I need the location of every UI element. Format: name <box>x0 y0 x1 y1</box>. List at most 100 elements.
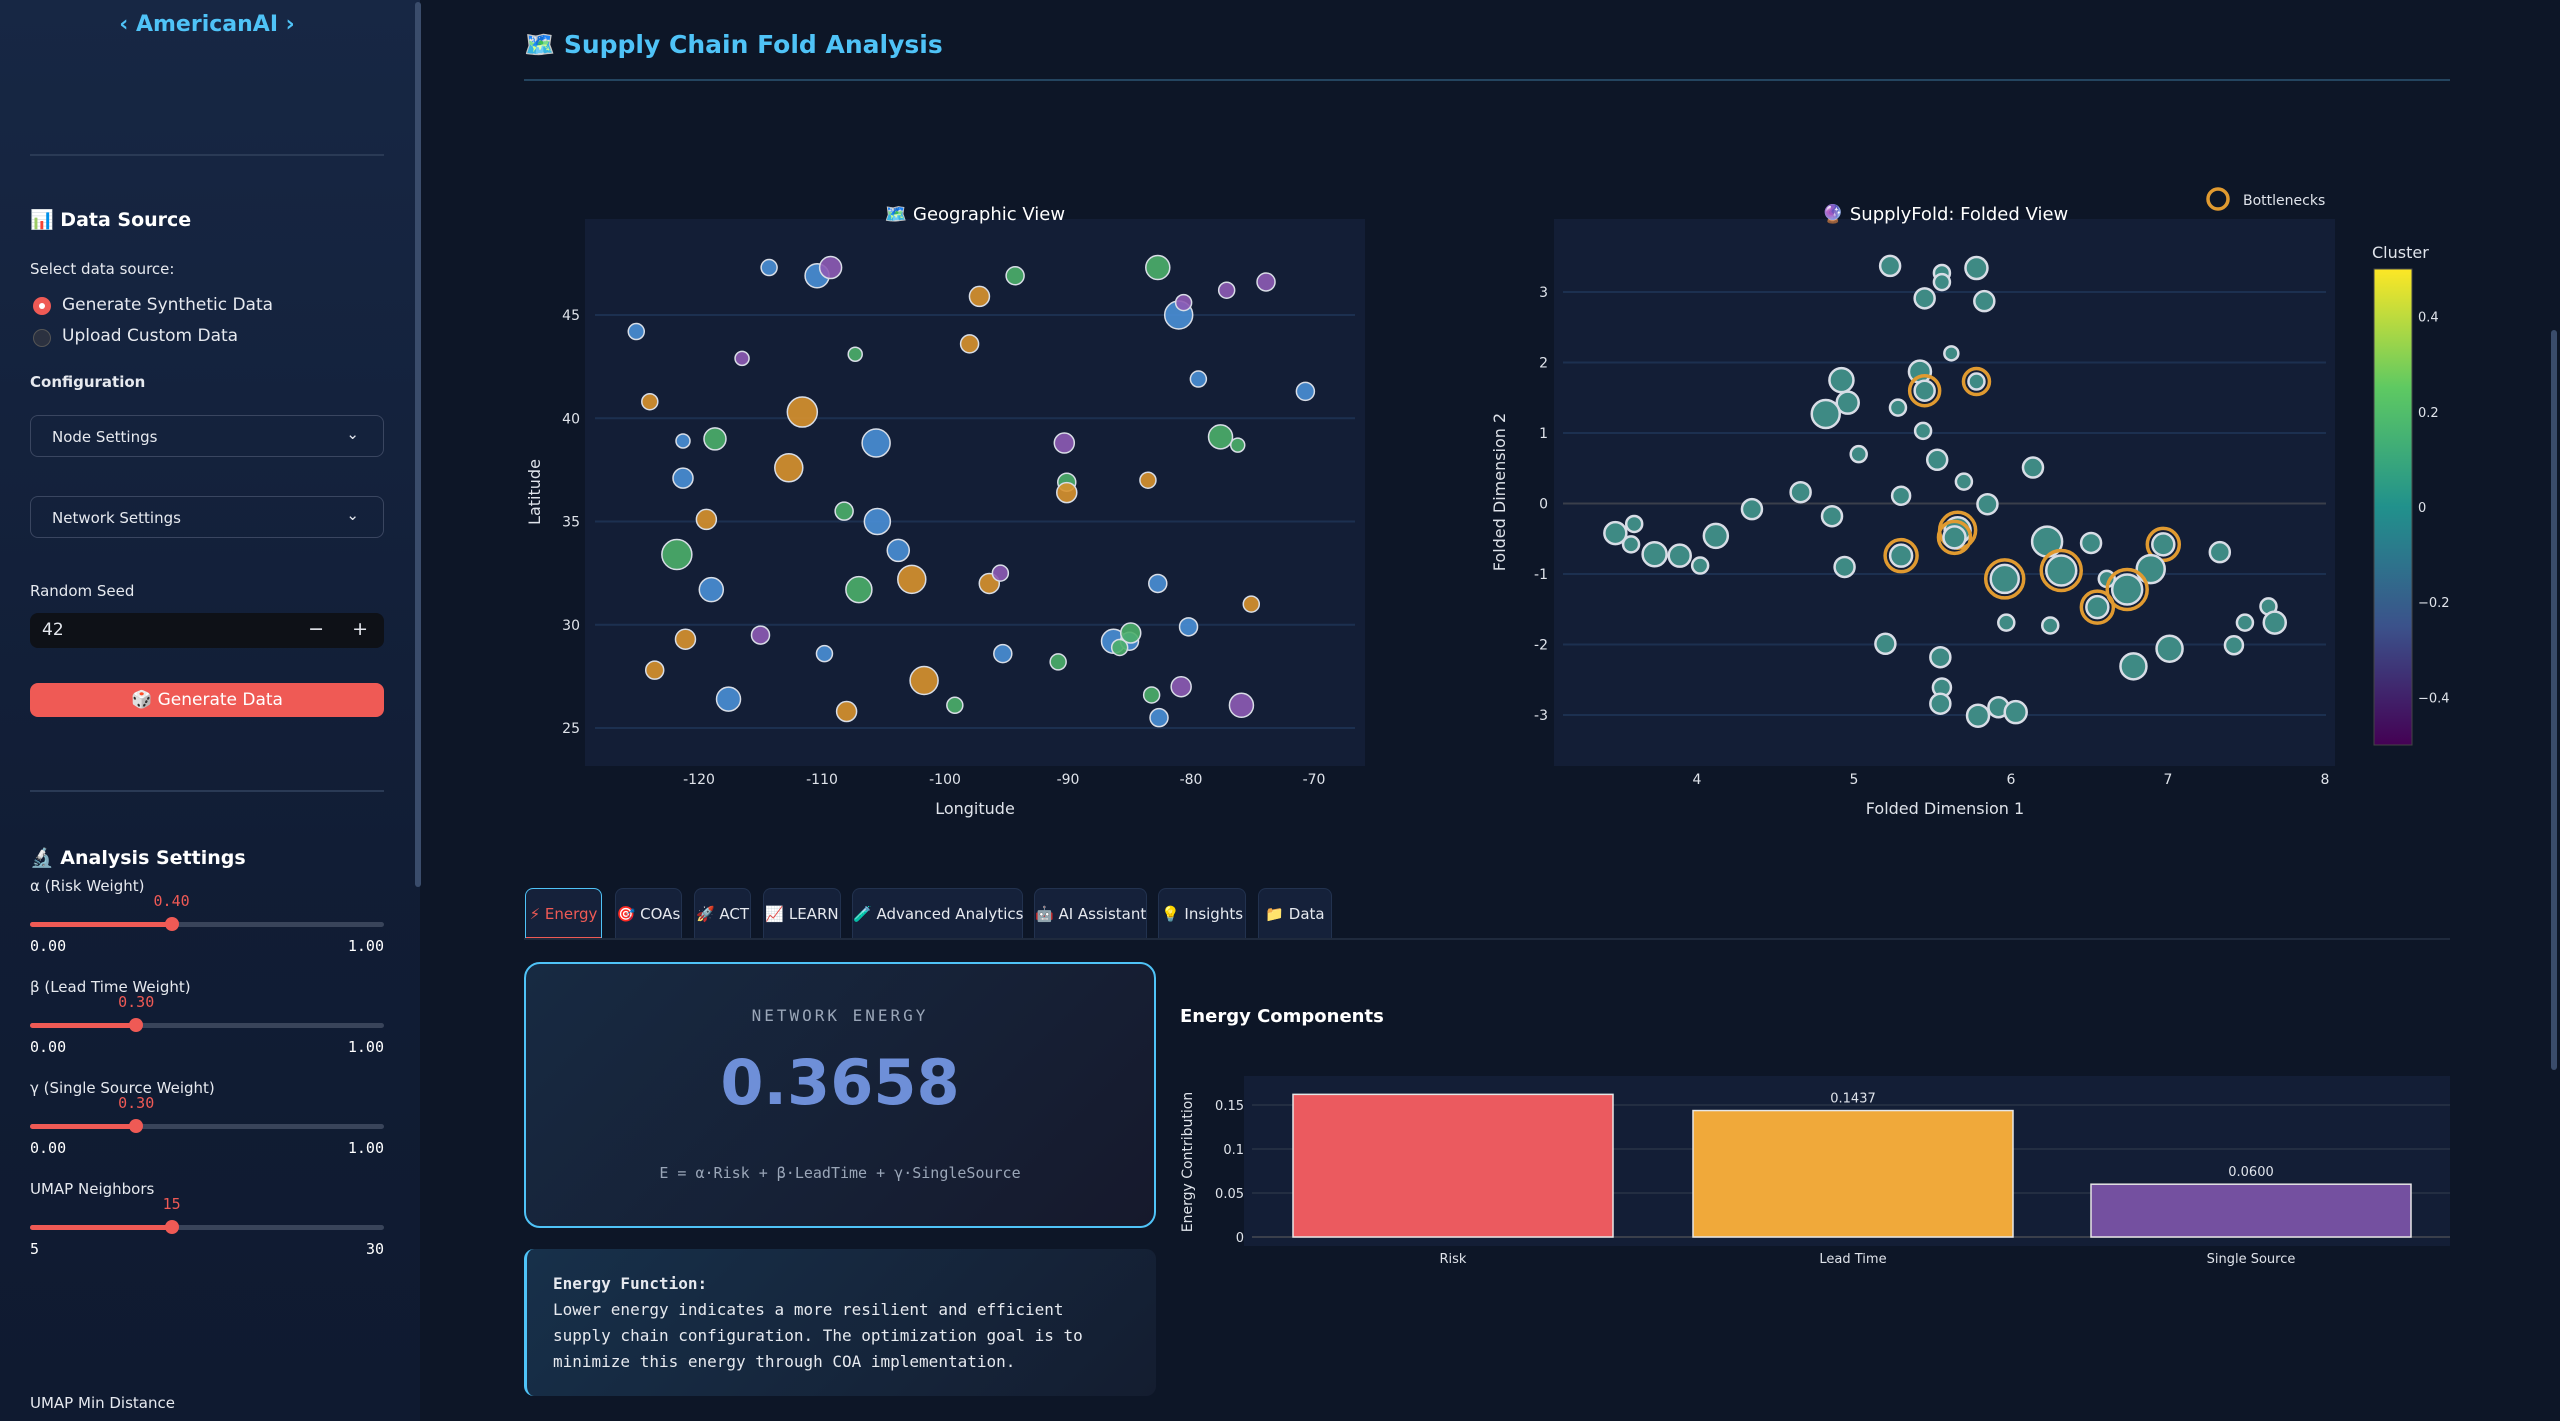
geo-x-tick: -80 <box>1180 772 1203 788</box>
cluster-colorbar <box>2373 268 2413 746</box>
radio-generate-synthetic[interactable] <box>33 297 51 315</box>
increment-button[interactable]: + <box>352 618 368 640</box>
slider-track[interactable]: 0.30 <box>30 993 384 1032</box>
tab-2[interactable]: 🚀 ACT <box>694 888 751 938</box>
tab-3[interactable]: 📈 LEARN <box>763 888 841 938</box>
fold-point <box>1965 703 1991 728</box>
geo-plot-area <box>585 219 1365 766</box>
geo-point <box>760 258 778 277</box>
umap-min-distance-label: UMAP Min Distance <box>30 1394 175 1412</box>
slider-track[interactable]: 15 <box>30 1195 384 1234</box>
fold-point <box>1913 287 1936 310</box>
tab-4[interactable]: 🧪 Advanced Analytics <box>852 888 1023 938</box>
geo-point <box>1005 266 1025 286</box>
random-seed-value[interactable]: 42 <box>42 620 64 640</box>
slider-min: 0.00 <box>30 1139 67 1157</box>
fold-plot-area <box>1554 219 2335 766</box>
geo-y-tick: 35 <box>562 515 580 531</box>
app-logo[interactable]: ‹ AmericanAI › <box>119 12 295 37</box>
fold-point <box>1997 613 2016 632</box>
bar-y-tick: 0.1 <box>1223 1143 1244 1158</box>
fold-x-tick: 4 <box>1693 772 1702 788</box>
geo-point <box>786 396 819 428</box>
fold-point <box>1690 556 1710 575</box>
fold-point <box>2262 610 2288 635</box>
network-energy-label: NETWORK ENERGY <box>751 1006 929 1025</box>
generate-data-button[interactable]: 🎲 Generate Data <box>30 683 384 717</box>
slider-thumb[interactable] <box>164 917 179 931</box>
fold-point <box>2135 553 2166 585</box>
radio-upload-custom[interactable] <box>33 329 51 347</box>
tab-1[interactable]: 🎯 COAs <box>615 888 682 938</box>
radio-label-upload[interactable]: Upload Custom Data <box>62 326 239 346</box>
fold-x-label: Folded Dimension 1 <box>1866 799 2024 818</box>
sidebar-divider <box>30 790 384 792</box>
tab-6[interactable]: 💡 Insights <box>1158 888 1246 938</box>
slider-value: 0.30 <box>118 993 155 1011</box>
fold-point <box>1943 345 1960 362</box>
fold-point <box>1913 379 1936 402</box>
fold-point <box>1740 497 1764 521</box>
fold-point <box>1932 272 1952 292</box>
network-energy-card: NETWORK ENERGY 0.3658 E = α·Risk + β·Lea… <box>524 962 1156 1228</box>
fold-point <box>1989 563 2020 595</box>
fold-point <box>1888 543 1914 568</box>
slider-track[interactable]: 0.30 <box>30 1094 384 1133</box>
fold-point <box>1913 421 1933 441</box>
fold-point <box>1973 289 1996 313</box>
geo-point <box>1142 686 1161 704</box>
microscope-icon: 🔬 <box>30 847 54 869</box>
geo-point <box>1189 370 1208 388</box>
sidebar-divider <box>30 154 384 156</box>
slider-track[interactable]: 0.40 <box>30 892 384 931</box>
fold-point <box>1942 525 1967 550</box>
slider-label: α (Risk Weight) <box>30 877 145 895</box>
bar-y-tick: 0 <box>1236 1231 1244 1246</box>
random-seed-label: Random Seed <box>30 582 135 600</box>
geo-point <box>1295 381 1316 402</box>
geo-point <box>991 564 1010 582</box>
geo-point <box>1229 437 1246 453</box>
geo-point <box>1178 617 1199 637</box>
fold-y-tick: 1 <box>1539 426 1548 442</box>
geo-point <box>734 350 750 367</box>
tab-0[interactable]: ⚡ Energy <box>525 888 602 940</box>
fold-point <box>1967 372 1986 391</box>
bottleneck-ring <box>2079 589 2116 625</box>
fold-y-tick: 3 <box>1539 285 1548 301</box>
geo-point <box>1174 293 1193 312</box>
slider-max: 1.00 <box>347 1038 384 1056</box>
fold-y-tick: -1 <box>1534 567 1548 583</box>
slider-thumb[interactable] <box>129 1119 144 1133</box>
data-source-heading-text: Data Source <box>60 209 192 231</box>
geo-chart-title: 🗺️ Geographic View <box>885 204 1065 225</box>
configuration-heading: Configuration <box>30 373 146 391</box>
bottleneck-ring <box>2105 567 2149 612</box>
colorbar-tick: 0 <box>2418 501 2426 516</box>
legend-bottleneck-icon <box>2206 187 2230 211</box>
tab-7[interactable]: 📁 Data <box>1258 888 1332 938</box>
sidebar-scrollbar[interactable] <box>415 2 421 887</box>
fold-point <box>1621 535 1641 554</box>
geo-x-tick: -120 <box>683 772 715 788</box>
geo-point <box>1217 281 1236 299</box>
radio-label-generate[interactable]: Generate Synthetic Data <box>62 295 274 315</box>
energy-function-line: Lower energy indicates a more resilient … <box>553 1300 1064 1319</box>
slider-label: UMAP Neighbors <box>30 1180 155 1198</box>
main-scrollbar[interactable] <box>2551 330 2557 1070</box>
geo-point <box>1149 707 1169 728</box>
fold-point <box>2223 634 2245 656</box>
slider-thumb[interactable] <box>164 1220 179 1234</box>
network-settings-expander[interactable]: Network Settings ⌄ <box>30 496 384 538</box>
geo-point <box>863 507 892 536</box>
slider-label: γ (Single Source Weight) <box>30 1079 215 1097</box>
node-settings-expander[interactable]: Node Settings ⌄ <box>30 415 384 457</box>
fold-point <box>1890 485 1912 506</box>
decrement-button[interactable]: − <box>308 618 324 640</box>
slider-value: 0.40 <box>153 892 190 910</box>
random-seed-input[interactable]: 42 − + <box>30 613 384 648</box>
title-divider <box>524 79 2450 81</box>
slider-thumb[interactable] <box>129 1018 144 1032</box>
tab-5[interactable]: 🤖 AI Assistant <box>1034 888 1147 938</box>
fold-point <box>2151 532 2176 557</box>
